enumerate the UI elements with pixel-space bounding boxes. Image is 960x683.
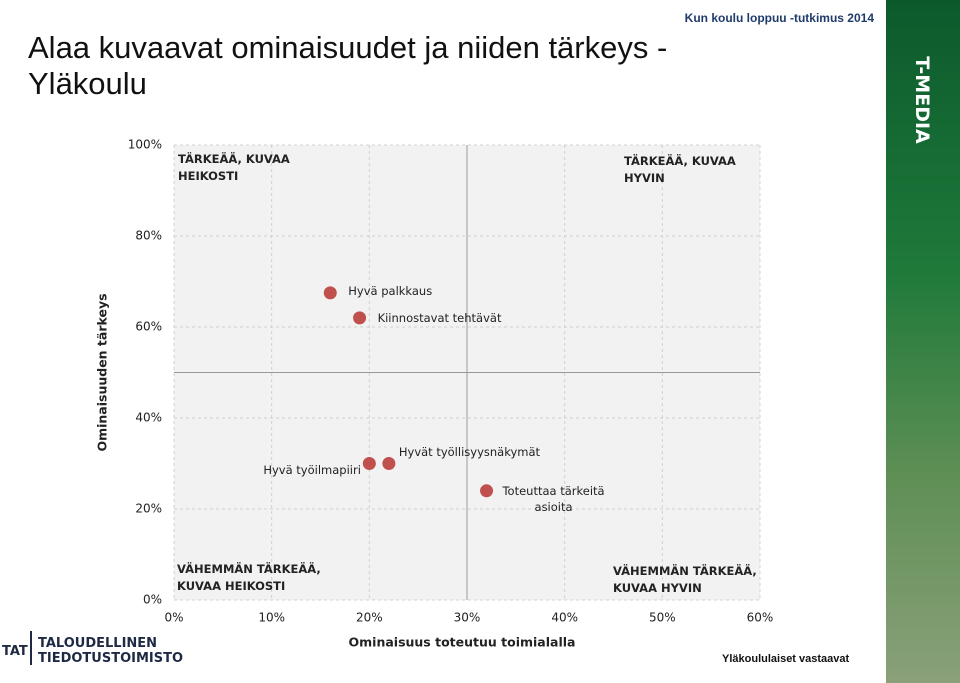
x-tick-label: 20% xyxy=(356,611,383,625)
y-tick-label: 80% xyxy=(135,229,162,243)
quadrant-label: VÄHEMMÄN TÄRKEÄÄ, KUVAA HEIKOSTI xyxy=(177,562,321,593)
x-axis-label: Ominaisuus toteutuu toimialalla xyxy=(349,635,576,650)
point-label: Hyvät työllisyysnäkymät xyxy=(398,444,541,459)
point xyxy=(382,457,396,470)
logo-short: TAT xyxy=(2,644,28,659)
quadrant-label: TÄRKEÄÄ, KUVAA HEIKOSTI xyxy=(178,152,290,183)
study-name: Kun koulu loppuu -tutkimus 2014 xyxy=(684,11,874,25)
x-tick-label: 10% xyxy=(258,611,285,625)
x-tick-label: 40% xyxy=(551,611,578,625)
x-tick-label: 30% xyxy=(454,611,481,625)
quadrant-label: TÄRKEÄÄ, KUVAA HYVIN xyxy=(624,154,736,185)
quadrant-label: VÄHEMMÄN TÄRKEÄÄ, KUVAA HYVIN xyxy=(613,564,757,595)
point xyxy=(362,457,376,470)
logo-divider xyxy=(30,631,32,665)
x-tick-label: 60% xyxy=(747,611,774,625)
point-label: Toteuttaa tärkeitä asioita xyxy=(502,483,605,514)
footnote: Yläkoululaiset vastaavat xyxy=(722,653,850,665)
brand-strip xyxy=(886,0,960,683)
y-tick-label: 40% xyxy=(135,411,162,425)
point-label: Hyvä palkkaus xyxy=(348,283,433,298)
logo-line: TIEDOTUSTOIMISTO xyxy=(38,651,184,666)
logo-line: TALOUDELLINEN xyxy=(38,636,158,651)
point xyxy=(353,311,367,325)
y-tick-label: 100% xyxy=(128,138,162,152)
x-tick-label: 50% xyxy=(649,611,676,625)
point xyxy=(480,484,494,498)
y-tick-label: 60% xyxy=(135,320,162,334)
brand: T-MEDIA xyxy=(911,56,933,144)
slide-title: Alaa kuvaavat ominaisuudet ja niiden tär… xyxy=(28,30,668,101)
point-label: Hyvä työilmapiiri xyxy=(263,462,361,477)
y-tick-label: 20% xyxy=(135,502,162,516)
point xyxy=(323,286,337,300)
y-axis-label: Ominaisuuden tärkeys xyxy=(95,293,110,451)
point-label: Kiinnostavat tehtävät xyxy=(377,310,502,325)
y-tick-label: 0% xyxy=(143,593,162,607)
x-tick-label: 0% xyxy=(164,611,183,625)
